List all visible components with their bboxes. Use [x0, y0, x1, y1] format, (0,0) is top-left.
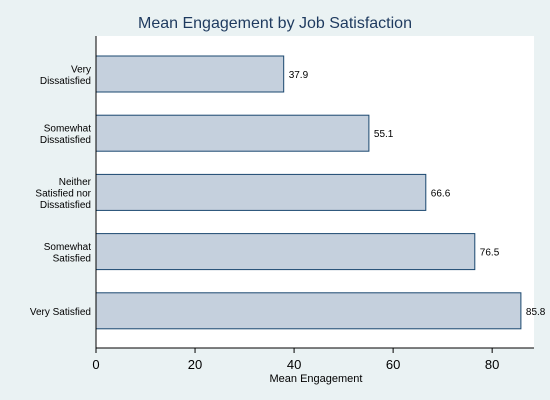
category-label: Somewhat Dissatisfied: [40, 123, 91, 146]
x-tick-label: 0: [92, 357, 99, 372]
category-label-line: Dissatisfied: [40, 200, 91, 211]
x-tick-label: 60: [386, 357, 400, 372]
category-label-line: Very: [71, 64, 91, 75]
bar: [95, 114, 370, 152]
bar-value-label: 85.8: [526, 307, 546, 318]
category-label-line: Satisfied nor: [35, 188, 91, 199]
category-label-line: Somewhat: [44, 123, 91, 134]
category-label-line: Dissatisfied: [40, 76, 91, 87]
category-label-line: Somewhat: [44, 242, 91, 253]
bar-value-label: 37.9: [289, 70, 309, 81]
value-labels: 37.9 55.1 66.6 76.5 85.8: [289, 70, 546, 318]
bar-value-label: 76.5: [480, 248, 500, 259]
category-label: Very Satisfied: [30, 307, 91, 318]
x-axis-ticks: 0 20 40 60 80: [92, 348, 499, 372]
category-label: Neither Satisfied nor Dissatisfied: [35, 177, 91, 211]
chart-title: Mean Engagement by Job Satisfaction: [138, 15, 412, 32]
x-tick-label: 40: [287, 357, 301, 372]
category-label-line: Satisfied: [53, 253, 91, 264]
x-tick-label: 20: [188, 357, 202, 372]
bar: [95, 292, 522, 330]
bar: [95, 233, 476, 271]
bar: [95, 55, 285, 93]
bar-value-label: 66.6: [431, 188, 451, 199]
category-label: Somewhat Satisfied: [44, 242, 91, 265]
category-label-line: Dissatisfied: [40, 135, 91, 146]
category-label: Very Dissatisfied: [40, 64, 91, 87]
bar: [95, 173, 427, 211]
category-label-line: Neither: [59, 177, 92, 188]
category-label-line: Very Satisfied: [30, 307, 91, 318]
x-axis-title: Mean Engagement: [270, 373, 363, 385]
x-tick-label: 80: [485, 357, 499, 372]
bars: [95, 55, 522, 330]
bar-value-label: 55.1: [374, 129, 394, 140]
